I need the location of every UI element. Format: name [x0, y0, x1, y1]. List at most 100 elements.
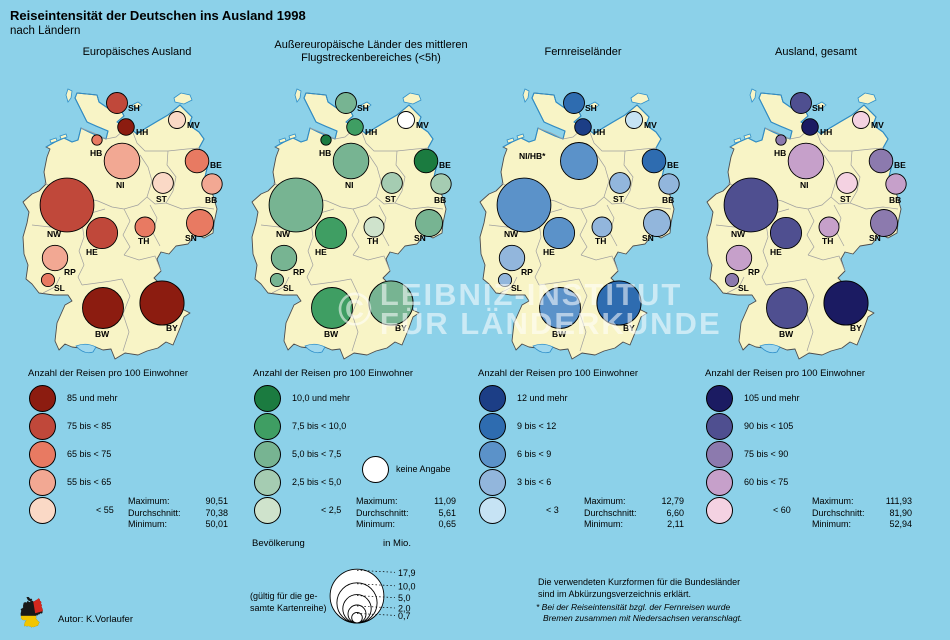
fernreiselaender-label-TH: TH — [595, 236, 606, 246]
ausland-gesamt-legend-label-3: 60 bis < 75 — [744, 477, 789, 487]
fernreiselaender-label-BY: BY — [623, 323, 635, 333]
aussereuropaeische-laender-label-HB: HB — [319, 148, 331, 158]
ausland-gesamt-label-HE: HE — [770, 247, 782, 257]
europaeisches-ausland-label-SL: SL — [54, 283, 65, 293]
europaeisches-ausland-legend-label-2: 65 bis < 75 — [67, 449, 112, 459]
ausland-gesamt-label-BY: BY — [850, 323, 862, 333]
aussereuropaeische-laender-stat-max: Maximum: 11,09 — [356, 496, 456, 506]
aussereuropaeische-laender-stats: Maximum: 11,09 Durchschnitt: 5,61 Minimum: 0,… — [356, 496, 456, 531]
ausland-gesamt-label-MV: MV — [871, 120, 884, 130]
aussereuropaeische-laender-legend-class-2: 5,0 bis < 7,5 — [254, 440, 341, 468]
ausland-gesamt-label-BW: BW — [779, 329, 794, 339]
ausland-gesamt-label-RP: RP — [748, 267, 760, 277]
aussereuropaeische-laender-legend-label-0: 10,0 und mehr — [292, 393, 351, 403]
aussereuropaeische-laender-circle-HB — [320, 134, 332, 146]
fernreiselaender-label-BW: BW — [552, 329, 567, 339]
aussereuropaeische-laender-stat-avg: Durchschnitt: 5,61 — [356, 507, 456, 518]
fernreiselaender-label-ST: ST — [613, 194, 625, 204]
institute-logo-icon — [20, 596, 43, 628]
fernreiselaender-circle-RP — [498, 244, 526, 272]
europaeisches-ausland-label-BY: BY — [166, 323, 178, 333]
fernreiselaender-legend-class-1: 9 bis < 12 — [479, 412, 556, 440]
fernreiselaender-circle-SH — [563, 92, 585, 114]
author-row: Autor: K.Vorlaufer — [20, 596, 133, 628]
ausland-gesamt-label-BB: BB — [889, 195, 901, 205]
europaeisches-ausland-legend-class-4: < 55 — [29, 496, 114, 524]
fernreiselaender-legend-label-0: 12 und mehr — [517, 393, 568, 403]
fernreiselaender-circle-SL — [497, 272, 513, 288]
page-subtitle: nach Ländern — [10, 25, 81, 37]
fernreiselaender-circle-NI — [560, 142, 598, 180]
ausland-gesamt-circle-RP — [725, 244, 753, 272]
population-value-4: 0,7 — [398, 611, 411, 621]
aussereuropaeische-laender-legend-swatch-4 — [254, 496, 281, 524]
aussereuropaeische-laender-legend-class-3: 2,5 bis < 5,0 — [254, 468, 341, 496]
aussereuropaeische-laender-label-ST: ST — [385, 194, 397, 204]
europaeisches-ausland-legend-label-3: 55 bis < 65 — [67, 477, 112, 487]
europaeisches-ausland-stat-min: Minimum: 50,01 — [128, 519, 228, 529]
aussereuropaeische-laender-circle-BY — [368, 280, 414, 326]
fernreiselaender-label-HE: HE — [543, 247, 555, 257]
fernreiselaender-circle-BB — [658, 173, 680, 195]
ausland-gesamt-label-SL: SL — [738, 283, 749, 293]
population-legend-circles: 17,9 10,0 5,02,00,7 — [329, 568, 416, 624]
ausland-gesamt-legend-label-2: 75 bis < 90 — [744, 449, 789, 459]
aussereuropaeische-laender-circle-NI — [332, 142, 370, 180]
fernreiselaender-circle-HE — [542, 216, 576, 250]
aussereuropaeische-laender-circle-NW — [268, 177, 324, 233]
europaeisches-ausland-label-TH: TH — [138, 236, 149, 246]
population-value-3: 2,0 — [398, 604, 411, 614]
fernreiselaender-label-RP: RP — [521, 267, 533, 277]
fernreiselaender-label-MV: MV — [644, 120, 657, 130]
europaeisches-ausland-legend-swatch-1 — [29, 412, 56, 440]
europaeisches-ausland-legend-label-4: < 55 — [96, 505, 114, 515]
fernreiselaender-legend-title: Anzahl der Reisen pro 100 Einwohner — [478, 368, 639, 379]
aussereuropaeische-laender-legend-swatch-1 — [254, 412, 281, 440]
europaeisches-ausland-legend-class-0: 85 und mehr — [29, 384, 118, 412]
aussereuropaeische-laender-label-SL: SL — [283, 283, 294, 293]
map-title-europaeisches-ausland: Europäisches Ausland — [82, 46, 192, 58]
aussereuropaeische-laender-circle-ST — [381, 172, 403, 194]
aussereuropaeische-laender-circle-HE — [314, 216, 348, 250]
europaeisches-ausland-circle-BB — [201, 173, 223, 195]
aussereuropaeische-laender-label-BE: BE — [439, 160, 451, 170]
aussereuropaeische-laender-circle-SN — [415, 209, 443, 237]
map-aussereuropaeische-laender: SH HH MV HB NI BE ST BB NW HE TH SN RP SL BW BY — [251, 88, 452, 360]
ausland-gesamt-legend-class-4: < 60 — [706, 496, 791, 524]
aussereuropaeische-laender-circle-SH — [335, 92, 357, 114]
aussereuropaeische-laender-legend-class-1: 7,5 bis < 10,0 — [254, 412, 346, 440]
ausland-gesamt-circle-HE — [769, 216, 803, 250]
aussereuropaeische-laender-legend-label-1: 7,5 bis < 10,0 — [292, 421, 347, 431]
fernreiselaender-circle-TH — [591, 216, 613, 238]
aussereuropaeische-laender-legend-class-0: 10,0 und mehr — [254, 384, 350, 412]
fernreiselaender-circle-HH — [574, 118, 592, 136]
europaeisches-ausland-label-MV: MV — [187, 120, 200, 130]
ausland-gesamt-legend-title: Anzahl der Reisen pro 100 Einwohner — [705, 368, 866, 379]
ausland-gesamt-legend-swatch-2 — [706, 440, 733, 468]
ausland-gesamt-legend-class-2: 75 bis < 90 — [706, 440, 788, 468]
fernreiselaender-legend-swatch-4 — [479, 496, 506, 524]
ausland-gesamt-circle-TH — [818, 216, 840, 238]
fernreiselaender-label-NW: NW — [504, 229, 519, 239]
aussereuropaeische-laender-label-TH: TH — [367, 236, 378, 246]
aussereuropaeische-laender-stat-min: Minimum: 0,65 — [356, 519, 456, 529]
ausland-gesamt-label-SH: SH — [812, 103, 824, 113]
ausland-gesamt-label-BE: BE — [894, 160, 906, 170]
europaeisches-ausland-legend-class-3: 55 bis < 65 — [29, 468, 111, 496]
europaeisches-ausland-legend-label-1: 75 bis < 85 — [67, 421, 112, 431]
europaeisches-ausland-legend-swatch-2 — [29, 440, 56, 468]
ausland-gesamt-label-NW: NW — [731, 229, 746, 239]
fernreiselaender-label-SH: SH — [585, 103, 597, 113]
ausland-gesamt-legend-swatch-4 — [706, 496, 733, 524]
europaeisches-ausland-legend-swatch-3 — [29, 468, 56, 496]
aussereuropaeische-laender-label-HE: HE — [315, 247, 327, 257]
fernreiselaender-legend-class-2: 6 bis < 9 — [479, 440, 551, 468]
ausland-gesamt-label-TH: TH — [822, 236, 833, 246]
map-title-aussereuropaeische-laender: Außereuropäische Länder des mittleren Flu… — [274, 39, 468, 64]
fernreiselaender-legend-label-3: 3 bis < 6 — [517, 477, 552, 487]
aussereuropaeische-laender-label-BW: BW — [324, 329, 339, 339]
aussereuropaeische-laender-circle-MV — [397, 111, 415, 129]
ausland-gesamt-stat-min: Minimum: 52,94 — [812, 519, 912, 529]
fernreiselaender-legend-label-2: 6 bis < 9 — [517, 449, 552, 459]
